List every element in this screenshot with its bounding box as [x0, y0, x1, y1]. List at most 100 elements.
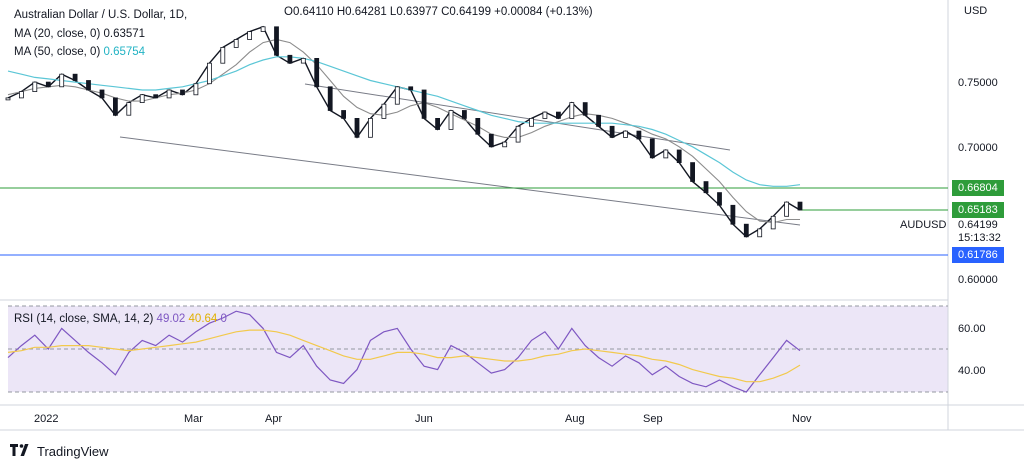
candle[interactable] [287, 54, 293, 64]
candle[interactable] [784, 201, 789, 217]
level-tag-66804-text: 0.66804 [958, 182, 998, 194]
candle[interactable] [649, 138, 655, 159]
candle[interactable] [582, 102, 588, 116]
time-label-nov: Nov [792, 413, 812, 425]
upper-channel-line[interactable] [304, 83, 731, 151]
candle[interactable] [743, 223, 749, 238]
candle[interactable] [394, 86, 400, 105]
time-label-jun: Jun [415, 413, 433, 425]
candle[interactable] [770, 215, 776, 230]
candle[interactable] [260, 26, 266, 32]
candle[interactable] [139, 94, 145, 103]
candle[interactable] [193, 83, 199, 96]
candle[interactable] [757, 228, 763, 238]
candle[interactable] [448, 110, 454, 130]
ma20-legend[interactable]: MA (20, close, 0) 0.63571 [14, 25, 187, 44]
series-layer [5, 25, 803, 393]
rsi-sma-line[interactable] [7, 329, 801, 383]
candle[interactable] [636, 130, 642, 140]
candle[interactable] [247, 31, 253, 40]
symbol-title[interactable]: Australian Dollar / U.S. Dollar, 1D, [14, 9, 188, 21]
time-label-aug: Aug [565, 413, 585, 425]
candle[interactable] [274, 26, 279, 56]
candle[interactable] [327, 86, 333, 111]
candle[interactable] [515, 125, 521, 143]
candle[interactable] [542, 111, 548, 119]
candle[interactable] [529, 118, 534, 127]
ma50-legend[interactable]: MA (50, close, 0) 0.65754 [14, 43, 187, 62]
rsi-label: RSI (14, close, SMA, 14, 2) [14, 313, 154, 325]
ma20-label: MA (20, close, 0) [14, 27, 101, 40]
tradingview-logo-icon [10, 444, 32, 459]
time-label-sep: Sep [643, 413, 663, 425]
candle[interactable] [72, 73, 78, 81]
candle[interactable] [354, 118, 360, 138]
candle[interactable] [314, 58, 320, 88]
candle[interactable] [488, 133, 494, 148]
rsi-value: 49.02 [156, 313, 186, 325]
candle[interactable] [5, 97, 11, 101]
rsi-tick-40: 40.00 [958, 365, 986, 377]
candle[interactable] [166, 89, 172, 99]
ma50-label: MA (50, close, 0) [14, 46, 101, 58]
candle[interactable] [421, 89, 427, 119]
candle[interactable] [690, 162, 695, 182]
candle[interactable] [556, 111, 561, 119]
candle[interactable] [717, 192, 722, 206]
candle[interactable] [99, 89, 105, 99]
candle[interactable] [461, 110, 467, 119]
time-label-mar: Mar [184, 413, 203, 425]
chart-legend: Australian Dollar / U.S. Dollar, 1D, MA … [14, 6, 187, 62]
candle[interactable] [569, 102, 575, 119]
candle[interactable] [45, 81, 51, 88]
price-tick-060: 0.60000 [958, 274, 998, 286]
rsi-line[interactable] [7, 310, 801, 393]
candle[interactable] [676, 149, 682, 164]
candle[interactable] [367, 118, 373, 138]
candle[interactable] [797, 201, 803, 211]
footer-brand[interactable]: TradingView [10, 444, 109, 459]
candle[interactable] [475, 118, 481, 135]
candle[interactable] [408, 86, 414, 91]
candle[interactable] [663, 149, 669, 159]
candle[interactable] [609, 125, 615, 138]
rsi-tick-60: 60.00 [958, 323, 986, 335]
candle[interactable] [502, 141, 508, 148]
candle[interactable] [59, 73, 65, 88]
candle[interactable] [206, 62, 212, 85]
level-tag-65183[interactable]: 0.65183 [952, 202, 1004, 218]
candle[interactable] [623, 130, 628, 138]
lower-channel-line[interactable] [119, 136, 801, 226]
candle[interactable] [596, 114, 601, 127]
footer-brand-text: TradingView [37, 444, 109, 459]
candle[interactable] [730, 204, 736, 225]
candle[interactable] [18, 91, 24, 99]
candle[interactable] [703, 181, 709, 194]
candle[interactable] [341, 110, 347, 119]
candle[interactable] [180, 89, 185, 96]
candle[interactable] [300, 58, 306, 64]
price-tick-070: 0.70000 [958, 142, 998, 154]
candle[interactable] [86, 80, 91, 91]
candle[interactable] [126, 102, 132, 116]
ma50-value: 0.65754 [103, 46, 146, 58]
bar-countdown: 15:13:32 [958, 232, 1001, 244]
rsi-legend[interactable]: RSI (14, close, SMA, 14, 2) 49.02 40.64 … [14, 313, 227, 325]
candle[interactable] [435, 118, 441, 130]
level-tag-61786[interactable]: 0.61786 [952, 247, 1004, 263]
ma50-line[interactable] [7, 56, 801, 187]
level-tag-66804[interactable]: 0.66804 [952, 180, 1004, 196]
currency-label[interactable]: USD [964, 5, 988, 17]
time-label-apr: Apr [265, 413, 282, 425]
candle[interactable] [153, 94, 159, 99]
candle[interactable] [233, 39, 239, 48]
level-tag-65183-text: 0.65183 [958, 204, 998, 216]
last-price-label: 0.64199 [958, 219, 998, 231]
price-pane[interactable] [0, 0, 948, 300]
candle[interactable] [220, 47, 226, 64]
candle[interactable] [113, 97, 118, 116]
candle[interactable] [381, 103, 387, 119]
candle[interactable] [32, 81, 38, 92]
price-tick-075: 0.75000 [958, 77, 998, 89]
